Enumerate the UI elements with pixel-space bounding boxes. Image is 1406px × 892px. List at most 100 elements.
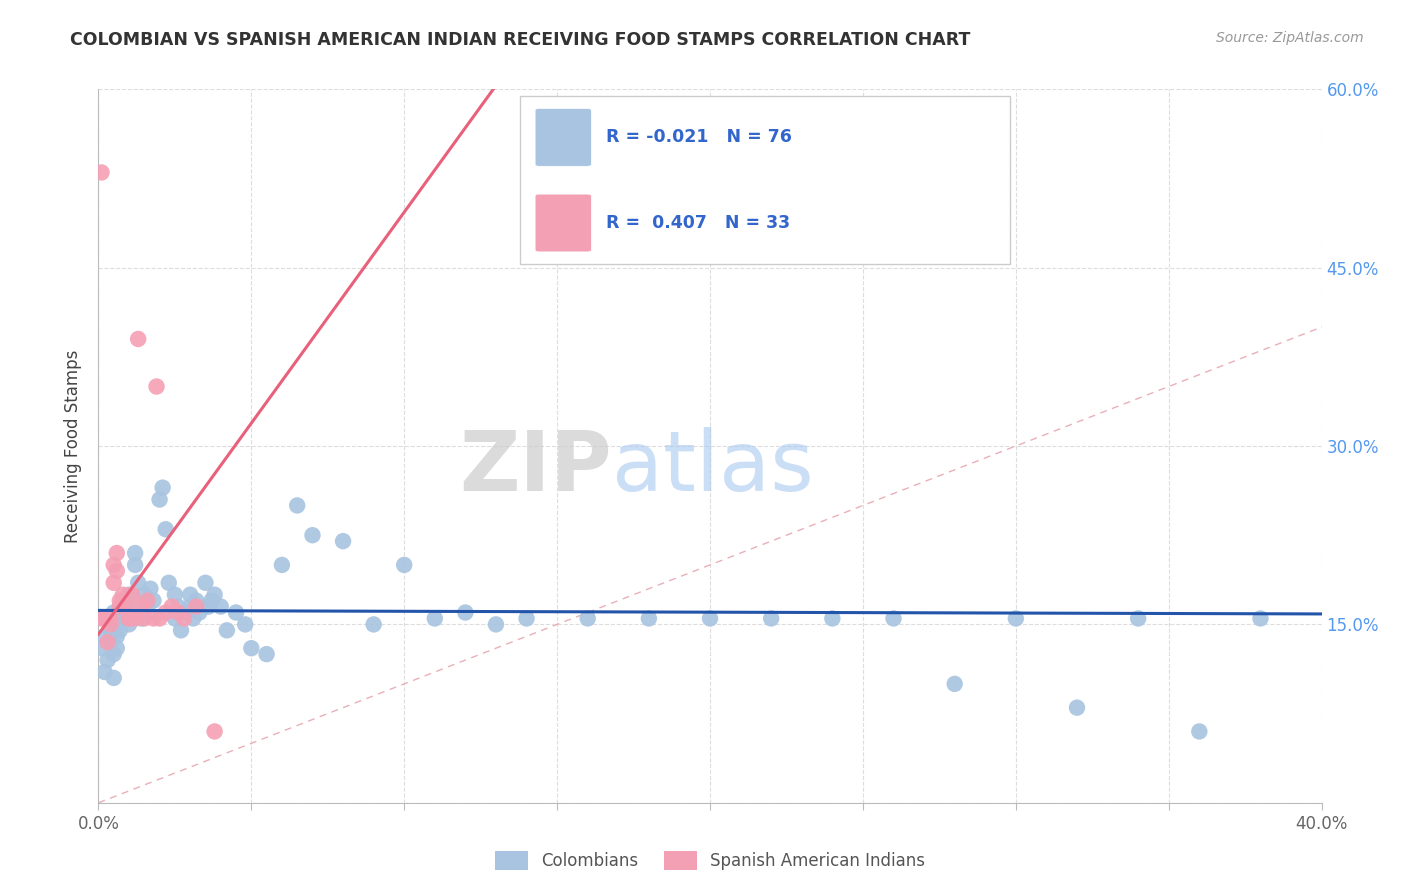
Text: R =  0.407   N = 33: R = 0.407 N = 33 <box>606 214 790 232</box>
Point <box>118 617 141 632</box>
Point <box>454 606 477 620</box>
Point <box>188 606 211 620</box>
Point <box>485 617 508 632</box>
Point <box>167 606 190 620</box>
Point <box>93 611 115 625</box>
Point <box>576 611 599 625</box>
Point <box>103 606 125 620</box>
Point <box>90 611 112 625</box>
Point <box>111 611 134 625</box>
Point <box>118 588 141 602</box>
Point <box>111 588 134 602</box>
Point <box>90 165 112 179</box>
Point <box>105 617 128 632</box>
Point <box>179 588 201 602</box>
Point <box>637 611 661 625</box>
Point <box>516 611 538 625</box>
Point <box>105 641 128 656</box>
Point <box>108 593 131 607</box>
Point <box>160 599 183 614</box>
Point <box>943 677 966 691</box>
Point <box>1128 611 1150 625</box>
Point <box>233 617 256 632</box>
Point <box>149 492 172 507</box>
Point <box>93 611 115 625</box>
Point <box>155 606 177 620</box>
Point <box>100 635 122 649</box>
Point <box>204 588 226 602</box>
Point <box>121 599 143 614</box>
Point <box>103 611 125 625</box>
Point <box>105 546 128 560</box>
Point <box>103 575 125 590</box>
Point <box>115 599 138 614</box>
Y-axis label: Receiving Food Stamps: Receiving Food Stamps <box>65 350 83 542</box>
Point <box>270 558 292 572</box>
Point <box>883 611 905 625</box>
Point <box>1066 700 1088 714</box>
Point <box>225 606 247 620</box>
Point <box>127 575 149 590</box>
FancyBboxPatch shape <box>536 194 592 252</box>
Point <box>115 599 138 614</box>
Point <box>152 481 174 495</box>
Point <box>186 599 208 614</box>
Point <box>97 611 120 625</box>
Point <box>392 558 416 572</box>
Point <box>136 593 159 607</box>
Point <box>93 629 115 643</box>
Text: COLOMBIAN VS SPANISH AMERICAN INDIAN RECEIVING FOOD STAMPS CORRELATION CHART: COLOMBIAN VS SPANISH AMERICAN INDIAN REC… <box>70 31 970 49</box>
Point <box>1249 611 1271 625</box>
Point <box>134 611 156 625</box>
Point <box>197 599 219 614</box>
Point <box>118 611 141 625</box>
Point <box>173 606 195 620</box>
Point <box>173 611 195 625</box>
Point <box>1004 611 1026 625</box>
Point <box>204 724 226 739</box>
Point <box>821 611 844 625</box>
Point <box>124 611 146 625</box>
Point <box>97 611 120 625</box>
Point <box>93 665 115 679</box>
Point <box>97 635 120 649</box>
FancyBboxPatch shape <box>520 96 1010 264</box>
Point <box>759 611 782 625</box>
Point <box>170 624 193 638</box>
Point <box>111 593 134 607</box>
Point <box>108 599 131 614</box>
Point <box>129 611 152 625</box>
Point <box>129 599 152 614</box>
Point <box>118 611 141 625</box>
Point <box>103 671 125 685</box>
Point <box>142 611 165 625</box>
Point <box>145 379 167 393</box>
Point <box>100 624 122 638</box>
Text: Source: ZipAtlas.com: Source: ZipAtlas.com <box>1216 31 1364 45</box>
Point <box>142 593 165 607</box>
Point <box>124 546 146 560</box>
Point <box>105 564 128 578</box>
Point <box>97 653 120 667</box>
Point <box>136 599 159 614</box>
Point <box>332 534 354 549</box>
Point <box>181 611 204 625</box>
Point <box>179 599 201 614</box>
FancyBboxPatch shape <box>536 109 592 166</box>
Point <box>256 647 278 661</box>
Point <box>163 611 186 625</box>
Point <box>108 624 131 638</box>
Point <box>209 599 232 614</box>
Point <box>200 593 222 607</box>
Point <box>127 332 149 346</box>
Point <box>1188 724 1211 739</box>
Point <box>103 647 125 661</box>
Point <box>194 575 217 590</box>
Text: ZIP: ZIP <box>460 427 612 508</box>
Point <box>157 575 180 590</box>
Point <box>121 588 143 602</box>
Point <box>155 522 177 536</box>
Point <box>100 617 122 632</box>
Point <box>285 499 308 513</box>
Point <box>167 599 190 614</box>
